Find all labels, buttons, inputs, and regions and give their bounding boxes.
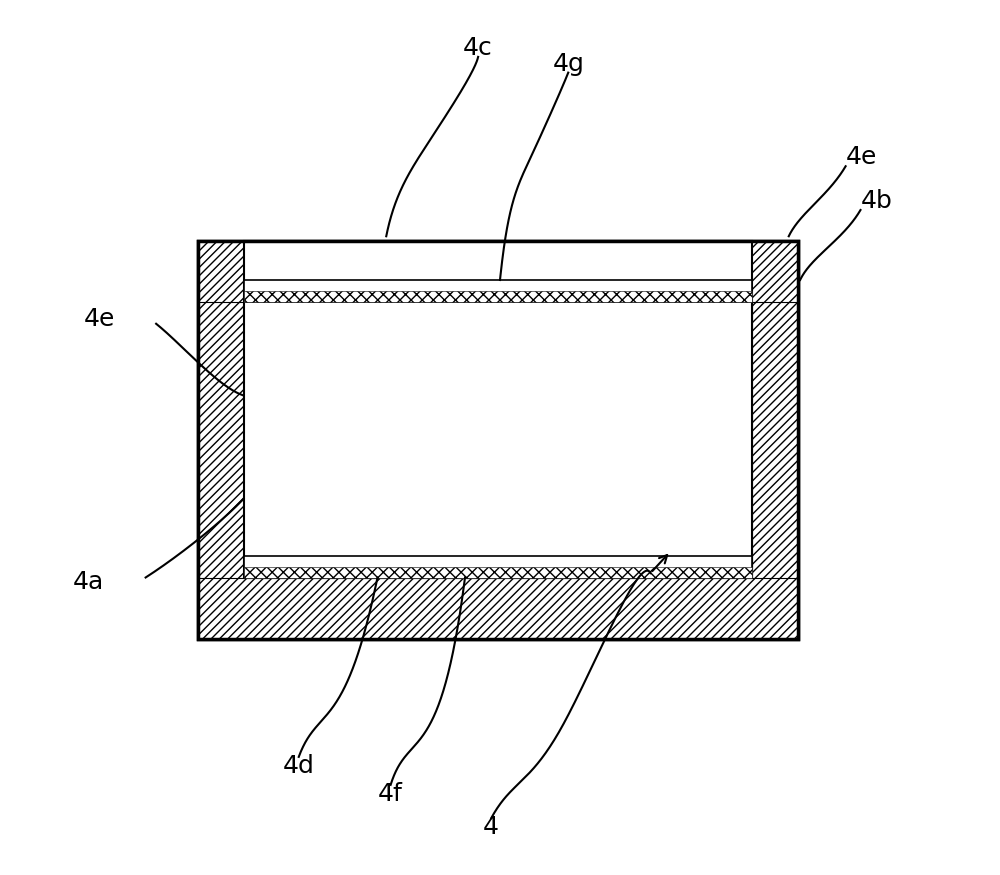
Bar [244,290,752,302]
Text: 4d: 4d [283,753,315,778]
Bar [244,567,752,578]
Bar [244,556,752,578]
Text: 4a: 4a [73,570,104,594]
Text: 4e: 4e [846,145,877,170]
Bar [752,241,798,639]
Bar [244,280,752,302]
Bar [198,241,244,639]
Bar [244,241,752,578]
Bar [198,241,798,639]
Text: 4c: 4c [463,36,493,60]
Text: 4: 4 [483,815,499,839]
Text: 4e: 4e [84,307,115,332]
Bar [198,241,798,302]
Text: 4b: 4b [860,189,892,214]
Bar [198,241,798,639]
Bar [198,578,798,639]
Text: 4f: 4f [378,781,403,806]
Text: 4g: 4g [552,52,584,76]
